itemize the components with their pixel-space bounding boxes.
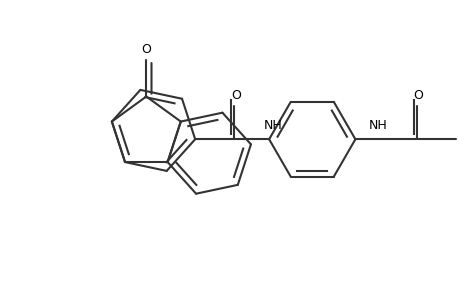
Text: NH: NH [368,119,386,132]
Text: O: O [413,89,423,102]
Text: O: O [141,43,151,56]
Text: O: O [230,89,241,102]
Text: NH: NH [263,119,282,132]
